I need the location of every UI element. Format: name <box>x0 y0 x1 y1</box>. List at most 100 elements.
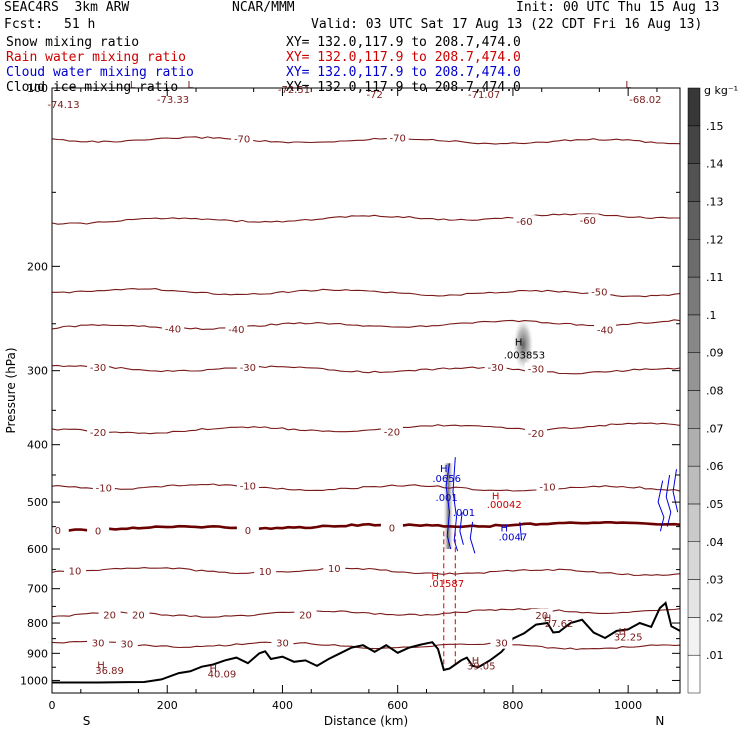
colorbar-segment <box>687 163 701 202</box>
isotherm-line <box>52 608 680 618</box>
colorbar-segment <box>687 201 701 240</box>
colorbar-label: .02 <box>706 611 724 624</box>
colorbar-label: .07 <box>706 422 724 435</box>
isotherm-label: -70 <box>390 134 406 145</box>
y-tick-label: 800 <box>27 617 48 630</box>
isotherm-label-bg <box>161 322 184 335</box>
field-xy-cloud-water: XY= 132.0,117.9 to 208.7,474.0 <box>286 65 521 80</box>
colorbar-segment <box>687 579 701 618</box>
isotherm-label-bg <box>92 481 115 494</box>
extremum-annotation: H <box>472 656 480 667</box>
cloud-water-contour <box>657 480 665 532</box>
colorbar-label: .13 <box>706 195 724 208</box>
cloud-water-contour <box>519 521 523 541</box>
isotherm-line <box>52 288 680 298</box>
isotherm-label-bg <box>236 523 259 536</box>
isotherm-label-bg <box>536 480 559 493</box>
isotherm-label-bg <box>98 608 121 621</box>
extremum-annotation: -72.51 <box>278 85 310 96</box>
extremum-annotation: H <box>210 664 218 675</box>
extremum-annotation: H <box>501 523 509 534</box>
colorbar-segment <box>687 125 701 164</box>
isotherm-label-bg <box>127 608 150 621</box>
organization: NCAR/MMM <box>232 0 295 15</box>
forecast-hours: 51 h <box>64 17 96 32</box>
isotherm-label: -30 <box>528 365 544 376</box>
valid-time: Valid: 03 UTC Sat 17 Aug 13 (22 CDT Fri … <box>311 17 703 32</box>
colorbar-label: .06 <box>706 460 724 473</box>
isotherm-label: 0 <box>389 524 395 535</box>
y-tick-label: 1000 <box>20 674 48 687</box>
isotherm-label: -10 <box>96 484 112 495</box>
extremum-annotation: .0047 <box>499 532 528 543</box>
isotherm-label-bg <box>513 215 536 228</box>
x-tick-label: 400 <box>272 699 293 712</box>
colorbar-segment <box>687 390 701 429</box>
isotherm-label-bg <box>386 131 409 144</box>
colorbar-label: .1 <box>706 309 717 322</box>
extremum-annotation: H <box>515 337 523 348</box>
y-tick-label: 200 <box>27 260 48 273</box>
colorbar-segment <box>687 352 701 391</box>
isotherm-label: -30 <box>240 363 256 374</box>
isotherm-label: -60 <box>580 216 596 227</box>
extremum-annotation: .001 <box>453 508 475 519</box>
isotherm-label: -10 <box>539 483 555 494</box>
field-name-rain: Rain water mixing ratio <box>6 50 187 65</box>
colorbar-segment <box>687 314 701 353</box>
colorbar-unit: g kg⁻¹ <box>704 84 738 97</box>
extremum-annotation: H <box>431 572 439 583</box>
isotherm-label-bg <box>380 521 403 534</box>
isotherm-label-bg <box>524 362 547 375</box>
isotherm-label: -50 <box>591 288 607 299</box>
isotherm-label: -10 <box>240 482 256 493</box>
cloud-water-contour <box>665 474 672 527</box>
isotherm-label: -40 <box>165 325 181 336</box>
isotherm-label-bg <box>64 564 87 577</box>
field-name-cloud-water: Cloud water mixing ratio <box>6 65 194 80</box>
colorbar-label: .14 <box>706 158 724 171</box>
cloud-water-contour <box>445 463 452 550</box>
cloud-water-contour <box>452 457 459 552</box>
extremum-annotation: .00042 <box>487 500 522 511</box>
plot-frame <box>51 87 681 694</box>
extremum-annotation: .0656 <box>432 474 461 485</box>
y-tick-label: 100 <box>27 82 48 95</box>
forecast-label: Fcst: <box>4 17 44 32</box>
isotherm-label: -20 <box>384 427 400 438</box>
isotherm-label: 30 <box>121 640 134 651</box>
isotherm-label: -40 <box>228 325 244 336</box>
isotherm-label: -30 <box>487 363 503 374</box>
extremum-annotation: H <box>619 627 627 638</box>
x-tick-label: 0 <box>49 699 56 712</box>
y-tick-label: 300 <box>27 365 48 378</box>
terrain-line <box>52 601 680 684</box>
isotherm-label: -20 <box>528 429 544 440</box>
extremum-annotation: 40.09 <box>208 669 237 680</box>
cloud-water-contour <box>459 512 464 545</box>
isotherm-label-bg <box>87 425 110 438</box>
colorbar-segment <box>687 617 701 656</box>
isotherm-label-bg <box>323 562 346 575</box>
isotherm-label-bg <box>115 637 138 650</box>
extremum-annotation: -71.07 <box>468 90 500 101</box>
y-tick-label: 500 <box>27 496 48 509</box>
colorbar-label: .08 <box>706 385 724 398</box>
field-name-snow: Snow mixing ratio <box>6 35 140 50</box>
isotherm-label: 30 <box>495 639 508 650</box>
isotherm-label-bg <box>225 322 248 335</box>
colorbar-segment <box>687 87 701 127</box>
field-xy-snow: XY= 132.0,117.9 to 208.7,474.0 <box>286 35 521 50</box>
isotherm-label-bg <box>236 360 259 373</box>
isotherm-label-bg <box>87 636 110 649</box>
extremum-annotation: L <box>187 80 193 91</box>
isotherm-label-bg <box>236 479 259 492</box>
isotherm-label-bg <box>254 564 277 577</box>
extremum-annotation: H <box>492 492 500 503</box>
isotherm-line <box>52 213 680 225</box>
isotherm-label-bg <box>576 214 599 227</box>
y-axis-title: Pressure (hPa) <box>4 347 18 433</box>
x-end-label-north: N <box>655 714 664 728</box>
isotherm-label: 0 <box>95 526 101 537</box>
